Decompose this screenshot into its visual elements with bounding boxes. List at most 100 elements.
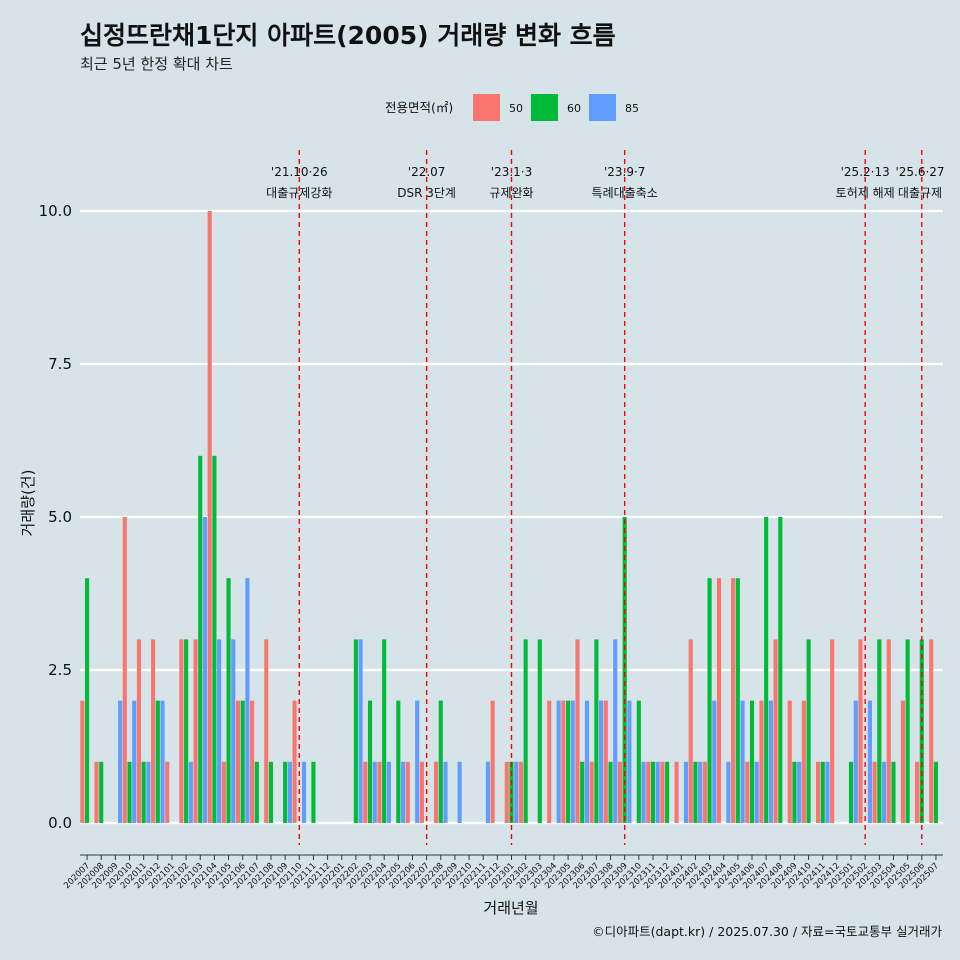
bar-60-202507 — [933, 761, 938, 823]
bar-50-202301 — [504, 761, 509, 823]
x-axis-title: 거래년월 — [483, 899, 538, 917]
chart-title: 십정뜨란채1단지 아파트(2005) 거래량 변화 흐름 — [80, 21, 616, 50]
bar-60-202102 — [184, 639, 189, 823]
bar-60-202308 — [608, 761, 613, 823]
bar-60-202105 — [226, 578, 231, 823]
legend-label-85: 85 — [625, 102, 639, 115]
bar-85-202305 — [570, 700, 575, 823]
bar-50-202507 — [929, 639, 934, 823]
bar-60-202208 — [438, 700, 443, 823]
bar-50-202104 — [207, 211, 212, 823]
y-tick-label: 7.5 — [48, 355, 72, 373]
bar-85-202411 — [825, 761, 830, 823]
event-date-label: '22.07 — [408, 165, 446, 179]
event-date-label: '23.1·3 — [491, 165, 532, 179]
legend: 전용면적(㎡) 50 60 85 — [385, 94, 639, 121]
legend-label-60: 60 — [567, 102, 581, 115]
y-tick-label: 10.0 — [39, 202, 72, 220]
event-date-label: '23.9·7 — [604, 165, 645, 179]
bar-85-202206 — [415, 700, 420, 823]
legend-swatch-85 — [589, 94, 616, 121]
bar-50-202504 — [886, 639, 891, 823]
bar-60-202505 — [905, 639, 910, 823]
bar-50-202107 — [250, 700, 255, 823]
bar-50-202204 — [377, 761, 382, 823]
event-date-label: '25.2·13 — [841, 165, 890, 179]
bar-50-202102 — [179, 639, 184, 823]
bar-85-202308 — [613, 639, 618, 823]
y-axis-title: 거래량(건) — [19, 470, 37, 537]
bar-85-202205 — [400, 761, 406, 823]
bar-85-202203 — [372, 761, 377, 823]
bar-50-202306 — [575, 639, 580, 823]
bar-50-202408 — [773, 639, 778, 823]
bar-60-202407 — [764, 517, 769, 823]
bar-60-202204 — [382, 639, 387, 823]
bar-50-202505 — [900, 700, 905, 823]
bar-50-202206 — [405, 761, 410, 823]
bar-50-202311 — [646, 761, 651, 823]
bar-50-202312 — [660, 761, 665, 823]
bar-50-202007 — [80, 700, 85, 823]
bar-60-202103 — [198, 455, 203, 823]
bar-50-202405 — [731, 578, 736, 823]
bar-60-202405 — [735, 578, 740, 823]
bar-60-202409 — [792, 761, 797, 823]
bar-60-202302 — [523, 639, 528, 823]
event-date-label: '25.6·27 — [895, 165, 944, 179]
bar-50-202503 — [872, 761, 877, 823]
bar-50-202307 — [589, 761, 594, 823]
event-label: DSR 3단계 — [397, 186, 456, 200]
bar-85-202103 — [202, 517, 208, 823]
bar-50-202304 — [547, 700, 552, 823]
bar-85-202010 — [132, 700, 137, 823]
bar-60-202307 — [594, 639, 599, 823]
bar-85-202501 — [853, 700, 858, 823]
bar-50-202110 — [292, 700, 297, 823]
bar-85-202202 — [358, 639, 363, 823]
bar-60-202506 — [919, 639, 924, 823]
bar-60-202303 — [537, 639, 542, 823]
bar-85-202304 — [556, 700, 561, 823]
bar-60-202306 — [580, 761, 585, 823]
bar-85-202409 — [797, 761, 802, 823]
bar-60-202007 — [85, 578, 90, 823]
bar-50-202502 — [858, 639, 863, 823]
bar-60-202501 — [848, 761, 854, 823]
bar-50-202105 — [221, 761, 226, 823]
bar-85-202204 — [386, 761, 391, 823]
event-label: 대출규제강화 — [266, 186, 332, 200]
bar-85-202106 — [245, 578, 250, 823]
y-axis: 0.0 2.5 5.0 7.5 10.0 — [39, 202, 72, 832]
bar-50-202409 — [787, 700, 792, 823]
bar-60-202504 — [891, 761, 896, 823]
bar-60-202203 — [367, 700, 373, 823]
bar-50-202410 — [801, 700, 806, 823]
y-tick-label: 2.5 — [48, 661, 72, 679]
bar-85-202405 — [740, 700, 745, 823]
event-markers: '21.10·26 대출규제강화 '22.07 DSR 3단계 '23.1·3 규제완화 '… — [266, 150, 945, 845]
bar-50-202011 — [136, 639, 142, 823]
bar-85-202012 — [160, 700, 165, 823]
bar-60-202411 — [820, 761, 825, 823]
bar-85-202211 — [485, 761, 490, 823]
bar-85-202301 — [514, 761, 519, 823]
bar-85-202503 — [881, 761, 887, 823]
y-tick-label: 5.0 — [48, 508, 72, 526]
source-caption: ©디아파트(dapt.kr) / 2025.07.30 / 자료=국토교통부 실… — [592, 924, 942, 939]
bar-85-202208 — [443, 761, 448, 823]
bar-60-202406 — [749, 700, 755, 823]
bar-50-202305 — [561, 700, 566, 823]
bar-50-202506 — [915, 761, 920, 823]
bar-50-202106 — [235, 700, 241, 823]
legend-swatch-50 — [473, 94, 500, 121]
bar-85-202307 — [599, 700, 604, 823]
bar-60-202104 — [212, 455, 217, 823]
bar-85-202011 — [146, 761, 151, 823]
bar-50-202101 — [165, 761, 170, 823]
bar-60-202111 — [311, 761, 316, 823]
bar-60-202503 — [877, 639, 882, 823]
bar-50-202008 — [94, 761, 99, 823]
bar-85-202009 — [118, 700, 123, 823]
